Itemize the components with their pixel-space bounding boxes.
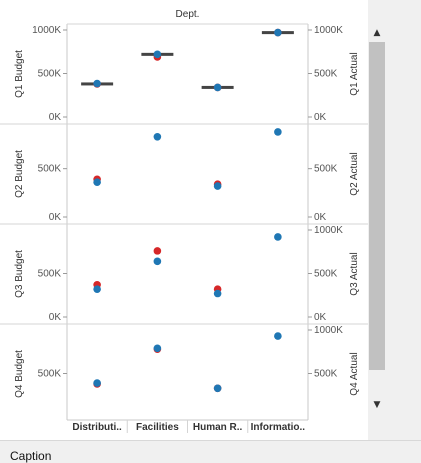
actual-point: [213, 384, 222, 393]
actual-point: [274, 332, 282, 340]
caption-title: Caption: [10, 449, 52, 463]
left-tick-label: 0K: [49, 312, 62, 323]
y-axis-title-right: Q1 Actual: [349, 52, 360, 95]
x-tick-label: Human R..: [193, 422, 243, 433]
budget-point: [153, 247, 162, 255]
left-tick-label: 500K: [38, 164, 62, 175]
y-axis-title-left: Q1 Budget: [14, 50, 25, 98]
actual-point: [153, 344, 162, 353]
vertical-scrollbar[interactable]: ▲ ▼: [368, 22, 386, 416]
actual-point: [274, 233, 282, 241]
left-tick-label: 0K: [49, 212, 62, 223]
y-axis-title-right: Q4 Actual: [349, 352, 360, 395]
y-axis-title-right: Q3 Actual: [349, 252, 360, 295]
x-tick-label: Facilities: [136, 422, 179, 433]
actual-point: [93, 285, 101, 293]
right-tick-label: 1000K: [314, 325, 343, 336]
actual-point: [213, 83, 222, 92]
scrollbar-thumb[interactable]: [369, 42, 385, 370]
right-tick-label: 0K: [314, 212, 327, 223]
chart-area: Dept. Distributi.. Facilities Human R.. Info…: [0, 0, 368, 440]
y-axis-title-left: Q3 Budget: [14, 250, 25, 298]
left-tick-label: 500K: [38, 69, 62, 80]
y-axis-title-left: Q4 Budget: [14, 350, 25, 398]
x-tick-label: Distributi..: [72, 422, 122, 433]
right-tick-label: 500K: [314, 69, 338, 80]
actual-point: [274, 128, 282, 136]
scatter-chart: Dept. Distributi.. Facilities Human R.. Info…: [0, 9, 368, 433]
actual-point: [274, 28, 282, 37]
y-axis-title-left: Q2 Budget: [14, 150, 25, 198]
right-tick-label: 0K: [314, 312, 327, 323]
actual-point: [213, 182, 222, 190]
caption-bar: Caption: [0, 440, 421, 463]
chevron-down-icon[interactable]: ▼: [373, 400, 381, 410]
y-axis-title-right: Q2 Actual: [349, 152, 360, 195]
right-tick-label: 500K: [314, 164, 338, 175]
actual-point: [93, 178, 101, 186]
actual-point: [153, 132, 162, 141]
right-tick-label: 1000K: [314, 25, 343, 36]
actual-point: [153, 50, 162, 59]
left-tick-label: 0K: [49, 112, 62, 123]
dept-header: Dept.: [176, 9, 200, 20]
left-tick-label: 500K: [38, 269, 62, 280]
left-tick-label: 500K: [38, 369, 62, 380]
left-tick-label: 1000K: [32, 25, 61, 36]
right-tick-label: 1000K: [314, 225, 343, 236]
actual-point: [93, 379, 101, 387]
right-tick-label: 0K: [314, 112, 327, 123]
actual-point: [153, 257, 162, 266]
x-tick-label: Informatio..: [251, 422, 306, 433]
actual-point: [213, 289, 222, 298]
right-tick-label: 500K: [314, 369, 338, 380]
right-tick-label: 500K: [314, 269, 338, 280]
actual-point: [93, 79, 101, 88]
chevron-up-icon[interactable]: ▲: [373, 28, 381, 38]
